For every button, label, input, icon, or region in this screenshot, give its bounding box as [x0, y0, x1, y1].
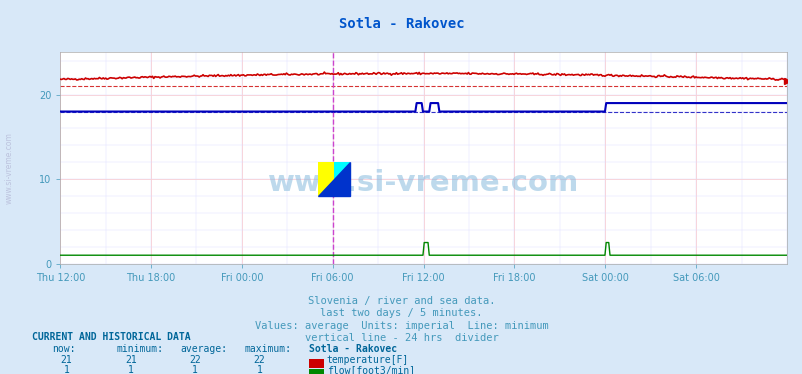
Text: last two days / 5 minutes.: last two days / 5 minutes.	[320, 309, 482, 318]
Bar	[309, 369, 323, 374]
Bar	[318, 162, 334, 196]
Text: 1: 1	[63, 365, 70, 374]
Text: CURRENT AND HISTORICAL DATA: CURRENT AND HISTORICAL DATA	[32, 332, 191, 341]
Text: Values: average  Units: imperial  Line: minimum: Values: average Units: imperial Line: mi…	[254, 321, 548, 331]
Polygon shape	[318, 162, 350, 196]
Text: Sotla - Rakovec: Sotla - Rakovec	[338, 17, 464, 31]
Text: 1: 1	[128, 365, 134, 374]
Text: flow[foot3/min]: flow[foot3/min]	[326, 365, 415, 374]
Text: www.si-vreme.com: www.si-vreme.com	[5, 132, 14, 204]
Text: now:: now:	[52, 344, 75, 354]
Text: vertical line - 24 hrs  divider: vertical line - 24 hrs divider	[304, 333, 498, 343]
Text: 21: 21	[61, 355, 72, 365]
Text: 1: 1	[256, 365, 262, 374]
Text: www.si-vreme.com: www.si-vreme.com	[268, 169, 578, 197]
Text: 22: 22	[189, 355, 200, 365]
Text: 22: 22	[253, 355, 265, 365]
Text: minimum:: minimum:	[116, 344, 164, 354]
Text: average:: average:	[180, 344, 228, 354]
Text: temperature[F]: temperature[F]	[326, 355, 408, 365]
Text: 1: 1	[192, 365, 198, 374]
Text: Slovenia / river and sea data.: Slovenia / river and sea data.	[307, 296, 495, 306]
Text: maximum:: maximum:	[245, 344, 292, 354]
Bar	[309, 359, 323, 368]
Bar	[334, 162, 350, 196]
Text: Sotla - Rakovec: Sotla - Rakovec	[309, 344, 397, 354]
Text: 21: 21	[125, 355, 136, 365]
